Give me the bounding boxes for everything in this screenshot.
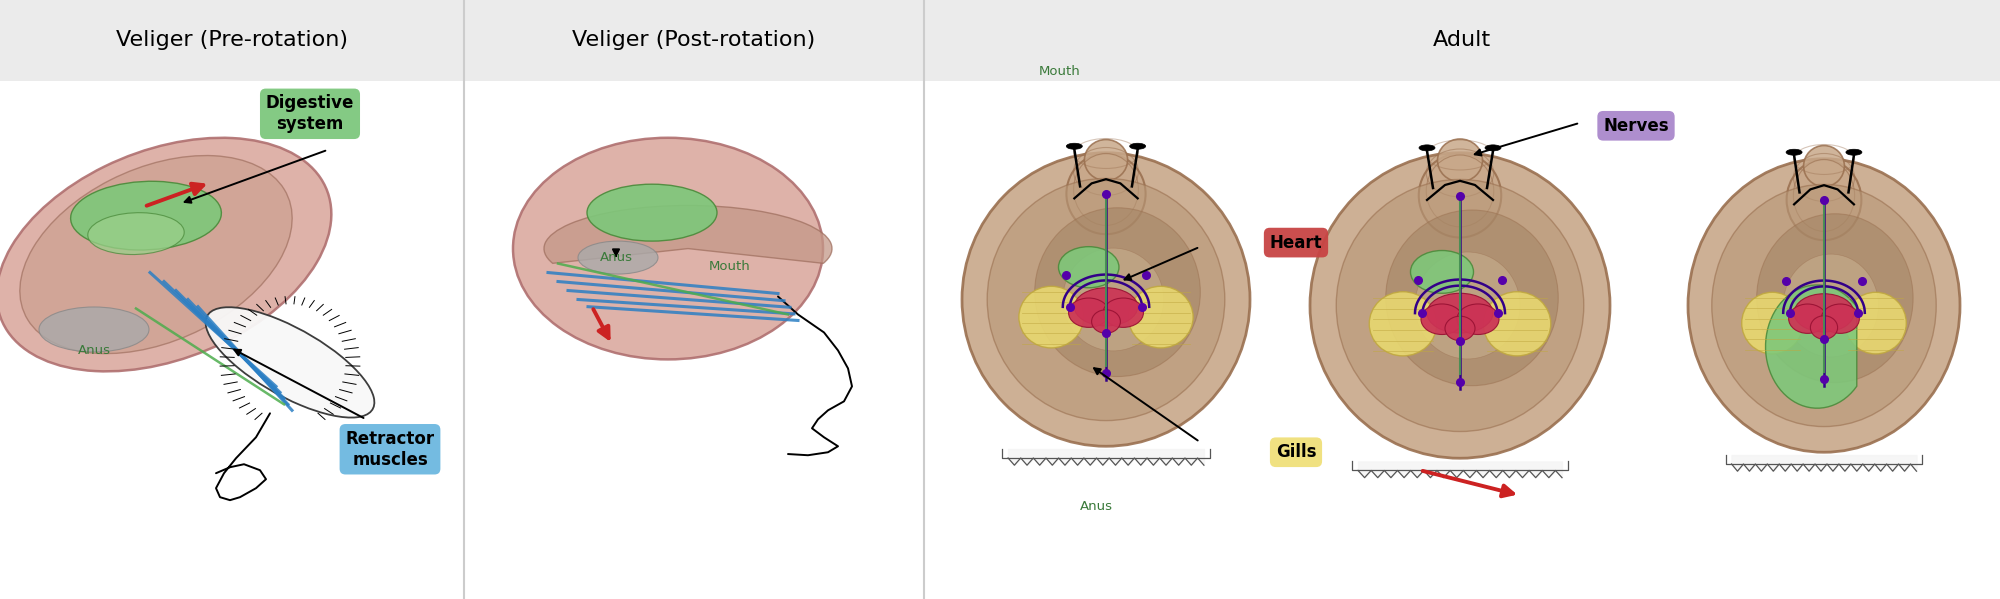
Ellipse shape (1066, 143, 1082, 149)
Text: Mouth: Mouth (710, 260, 750, 273)
Ellipse shape (578, 241, 658, 274)
Ellipse shape (1018, 286, 1084, 348)
Ellipse shape (1128, 286, 1194, 348)
Ellipse shape (1788, 304, 1826, 334)
Ellipse shape (1062, 248, 1164, 351)
Ellipse shape (1104, 298, 1144, 328)
Text: Veliger (Post-rotation): Veliger (Post-rotation) (572, 31, 816, 50)
Text: Nerves: Nerves (1604, 117, 1668, 135)
Ellipse shape (1810, 316, 1838, 339)
Ellipse shape (962, 153, 1250, 446)
Ellipse shape (1410, 250, 1474, 294)
Text: Anus: Anus (1080, 500, 1112, 513)
Ellipse shape (20, 156, 292, 353)
Ellipse shape (1386, 210, 1558, 386)
Ellipse shape (1130, 143, 1146, 149)
Text: Retractor
muscles: Retractor muscles (346, 430, 434, 468)
Ellipse shape (1084, 140, 1128, 181)
Ellipse shape (1794, 294, 1854, 332)
Ellipse shape (1444, 316, 1476, 341)
Text: Veliger (Pre-rotation): Veliger (Pre-rotation) (116, 31, 348, 50)
Ellipse shape (1846, 292, 1906, 354)
Ellipse shape (1756, 214, 1914, 383)
Ellipse shape (988, 179, 1224, 420)
Bar (0, 0, 464, 81)
Text: Digestive
system: Digestive system (266, 95, 354, 133)
Ellipse shape (1846, 149, 1862, 155)
Text: Anus: Anus (78, 344, 110, 357)
Ellipse shape (1484, 145, 1500, 151)
Text: Anus: Anus (600, 251, 632, 264)
Polygon shape (1766, 285, 1856, 408)
Ellipse shape (1420, 304, 1464, 334)
Ellipse shape (1786, 159, 1862, 240)
Ellipse shape (40, 307, 148, 352)
Ellipse shape (1092, 310, 1120, 333)
Text: Gills: Gills (1276, 443, 1316, 461)
Ellipse shape (1034, 208, 1200, 377)
Ellipse shape (1784, 254, 1878, 357)
Ellipse shape (1074, 288, 1138, 326)
Ellipse shape (1712, 184, 1936, 426)
Ellipse shape (1456, 304, 1500, 334)
Ellipse shape (70, 181, 222, 250)
Ellipse shape (1822, 304, 1860, 334)
Ellipse shape (88, 213, 184, 255)
Ellipse shape (1068, 298, 1108, 328)
Text: Mouth: Mouth (1040, 65, 1080, 78)
Ellipse shape (1428, 294, 1492, 333)
Ellipse shape (588, 184, 716, 241)
Ellipse shape (1484, 292, 1550, 356)
Ellipse shape (206, 307, 374, 418)
Ellipse shape (1058, 247, 1118, 288)
Bar (464, 0, 924, 81)
Ellipse shape (1336, 180, 1584, 431)
Ellipse shape (1742, 292, 1802, 354)
Ellipse shape (1786, 149, 1802, 155)
Wedge shape (544, 205, 832, 264)
Ellipse shape (1310, 153, 1610, 458)
Ellipse shape (1688, 159, 1960, 452)
Text: Heart: Heart (1270, 234, 1322, 252)
Ellipse shape (1438, 139, 1482, 181)
Ellipse shape (512, 138, 824, 359)
Text: Adult: Adult (1432, 31, 1492, 50)
Ellipse shape (1420, 145, 1436, 151)
Bar (924, 0, 2000, 81)
Ellipse shape (1370, 292, 1436, 356)
Ellipse shape (1416, 252, 1520, 359)
Ellipse shape (1804, 146, 1844, 187)
Ellipse shape (0, 138, 332, 371)
Ellipse shape (1418, 153, 1502, 238)
Ellipse shape (1066, 153, 1146, 234)
